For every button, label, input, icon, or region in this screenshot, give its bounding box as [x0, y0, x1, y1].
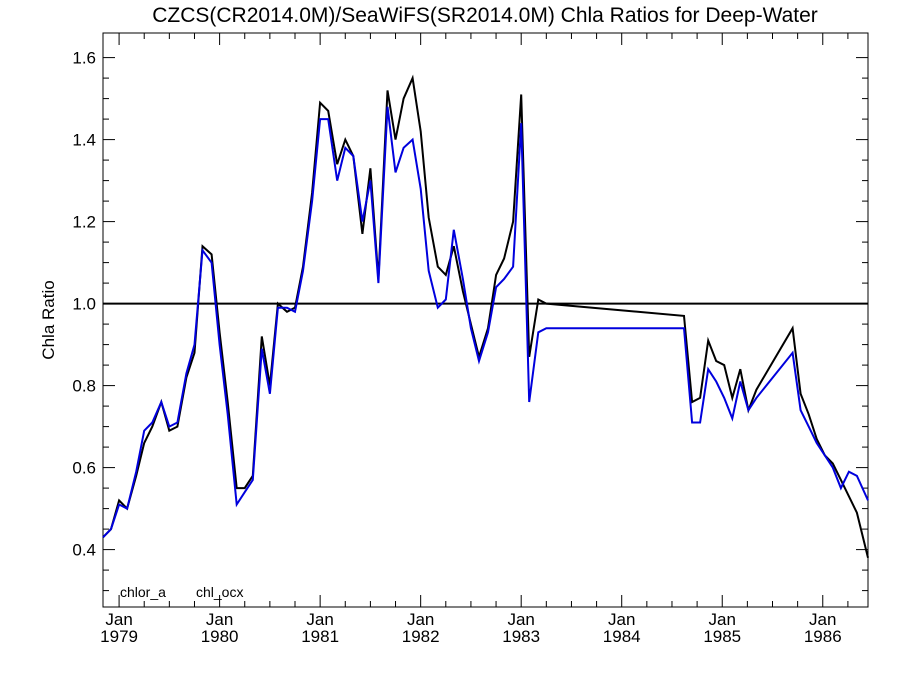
legend-label-chlor-a: chlor_a	[120, 584, 166, 600]
y-tick-label: 1.0	[72, 295, 96, 314]
chart-title: CZCS(CR2014.0M)/SeaWiFS(SR2014.0M) Chla …	[152, 4, 818, 27]
legend-label-chl-ocx: chl_ocx	[196, 584, 243, 600]
x-tick-year-label: 1984	[603, 627, 641, 646]
series-line-chl-ocx	[102, 106, 869, 538]
x-tick-month-label: Jan	[709, 610, 736, 629]
y-tick-label: 1.2	[72, 213, 96, 232]
y-axis: 0.4 0.6 0.8 1.0 1.2 1.4 1.6	[72, 49, 868, 592]
plot-frame	[102, 32, 869, 608]
x-tick-year-label: 1986	[804, 627, 842, 646]
series-line-chlor-a	[102, 74, 869, 559]
x-axis: Jan1979Jan1980Jan1981Jan1982Jan1983Jan19…	[100, 33, 849, 646]
x-tick-year-label: 1980	[201, 627, 239, 646]
x-tick-month-label: Jan	[105, 610, 132, 629]
x-tick-year-label: 1983	[502, 627, 540, 646]
y-tick-label: 0.8	[72, 377, 96, 396]
series-layer	[102, 74, 869, 559]
y-tick-label: 0.6	[72, 459, 96, 478]
y-tick-label: 1.4	[72, 131, 96, 150]
x-tick-year-label: 1985	[703, 627, 741, 646]
x-tick-year-label: 1981	[301, 627, 339, 646]
y-axis-label: Chla Ratio	[39, 280, 58, 359]
x-tick-month-label: Jan	[809, 610, 836, 629]
x-tick-year-label: 1979	[100, 627, 138, 646]
x-tick-month-label: Jan	[206, 610, 233, 629]
x-tick-year-label: 1982	[402, 627, 440, 646]
x-tick-month-label: Jan	[407, 610, 434, 629]
x-tick-month-label: Jan	[608, 610, 635, 629]
y-tick-label: 0.4	[72, 541, 96, 560]
x-tick-month-label: Jan	[306, 610, 333, 629]
y-tick-label: 1.6	[72, 49, 96, 68]
x-tick-month-label: Jan	[507, 610, 534, 629]
